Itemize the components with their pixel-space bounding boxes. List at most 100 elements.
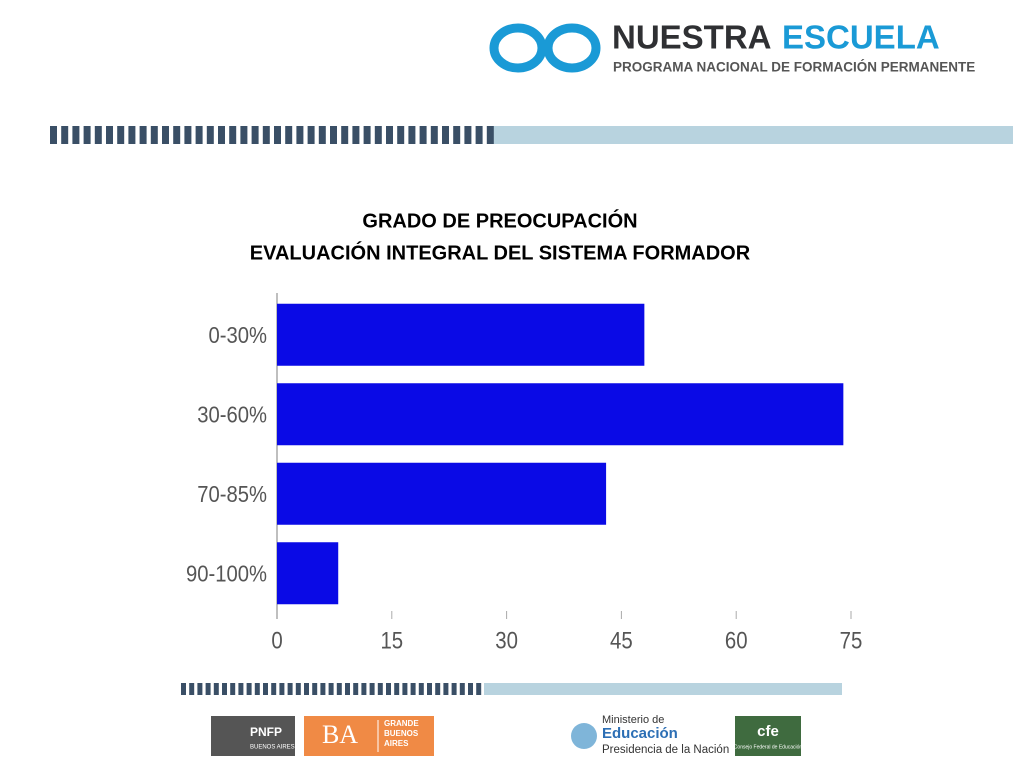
stripe — [274, 126, 281, 144]
logo-icon — [489, 23, 601, 73]
stripe — [230, 683, 236, 695]
cfe-text: cfe — [757, 723, 779, 740]
bar — [277, 462, 607, 525]
bar — [277, 383, 844, 446]
stripe — [246, 683, 252, 695]
stripe — [263, 683, 268, 695]
stripe — [162, 126, 169, 144]
stripe — [205, 683, 211, 695]
stripe — [318, 126, 326, 144]
min-3: Presidencia de la Nación — [602, 744, 729, 756]
stripe — [369, 683, 375, 695]
stripe — [296, 126, 304, 144]
bar — [277, 303, 645, 366]
ba-text: BA — [322, 720, 358, 749]
stripe — [427, 683, 432, 695]
stripe — [173, 126, 181, 144]
stripe — [229, 126, 237, 144]
stripe — [386, 683, 391, 695]
x-tick-label: 60 — [725, 627, 748, 654]
stripe — [206, 126, 214, 144]
stripe — [345, 683, 350, 695]
stripe — [251, 126, 259, 144]
gba-box: GRANDE BUENOS AIRES — [384, 719, 419, 748]
stripe — [262, 126, 270, 144]
stripe — [394, 683, 400, 695]
stripe — [150, 126, 158, 144]
stripe — [402, 683, 408, 695]
stripe — [279, 683, 285, 695]
stripe — [218, 126, 225, 144]
stripe — [197, 683, 203, 695]
stripe — [117, 126, 125, 144]
stripe — [184, 126, 192, 144]
stripe — [419, 126, 427, 144]
y-tick-label: 0-30% — [209, 322, 267, 349]
stripe — [213, 683, 219, 695]
x-tick-label: 15 — [380, 627, 403, 654]
stripe — [181, 683, 186, 695]
stripe — [238, 683, 244, 695]
stripe — [328, 683, 334, 695]
stripe — [442, 126, 449, 144]
x-tick-label: 75 — [840, 627, 863, 654]
stripe — [189, 683, 195, 695]
stripe — [459, 683, 465, 695]
chart-title: GRADO DE PREOCUPACIÓN — [362, 208, 637, 232]
stripe — [435, 683, 441, 695]
stripes — [181, 683, 482, 695]
chart: 0 15 30 45 60 75 0-30% 30-60% 70-85% 90-100% — [186, 293, 862, 654]
stripe — [304, 683, 309, 695]
stripe — [468, 683, 473, 695]
y-tick-label: 30-60% — [197, 401, 267, 428]
stripe — [222, 683, 227, 695]
stripe — [50, 126, 57, 144]
stripe — [72, 126, 80, 144]
chart-subtitle: EVALUACIÓN INTEGRAL DEL SISTEMA FORMADOR — [250, 240, 751, 264]
shield — [571, 723, 597, 749]
stripe — [139, 126, 147, 144]
stripe — [476, 683, 482, 695]
stripe — [374, 126, 382, 144]
stripe — [128, 126, 136, 144]
stripe — [295, 683, 301, 695]
stripe — [430, 126, 438, 144]
stripe — [418, 683, 424, 695]
stripe — [408, 126, 416, 144]
stripe — [397, 126, 405, 144]
stripe — [352, 126, 360, 144]
stripe — [195, 126, 203, 144]
pnfp-sub: BUENOS AIRES — [250, 745, 295, 751]
stripe — [330, 126, 337, 144]
stripe — [453, 126, 461, 144]
y-tick-label: 90-100% — [186, 560, 267, 587]
stripe — [285, 126, 293, 144]
stripe — [361, 683, 367, 695]
stripe — [341, 126, 349, 144]
stripe — [254, 683, 260, 695]
stripe — [271, 683, 277, 695]
stripe — [363, 126, 371, 144]
stripe — [287, 683, 293, 695]
stripe — [451, 683, 457, 695]
gba-text: GRANDE BUENOS AIRES — [384, 719, 419, 748]
ba-logo — [304, 716, 434, 756]
bar — [277, 542, 339, 605]
pnfp-text: PNFP — [250, 725, 282, 739]
divider — [484, 683, 842, 695]
cfe-logo — [735, 716, 801, 756]
pnfp-logo — [211, 716, 295, 756]
x-tick-label: 0 — [271, 627, 282, 654]
y-tick-label: 70-85% — [197, 481, 267, 508]
stripe — [240, 126, 248, 144]
brand-2: ESCUELA — [782, 19, 940, 56]
cfe-sub: Consejo Federal de Educación — [734, 744, 803, 750]
divider — [490, 126, 1013, 144]
stripe — [386, 126, 393, 144]
stripe — [106, 126, 113, 144]
stripe — [307, 126, 315, 144]
stripe — [353, 683, 359, 695]
stripe — [94, 126, 102, 144]
stripe — [336, 683, 342, 695]
